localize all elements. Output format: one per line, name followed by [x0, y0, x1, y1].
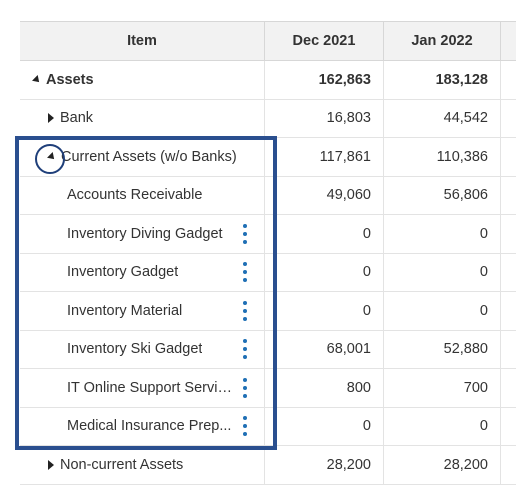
- value-dec-2021: 162,863: [265, 61, 384, 99]
- row-label-cell: Accounts Receivable: [20, 176, 265, 214]
- row-spacer: [501, 408, 516, 446]
- value-jan-2022: 56,806: [384, 176, 501, 214]
- value-jan-2022: 0: [384, 253, 501, 291]
- value-dec-2021: 28,200: [265, 446, 384, 484]
- row-label: Inventory Gadget: [67, 264, 179, 281]
- value-jan-2022: 110,386: [384, 138, 501, 176]
- value-jan-2022: 28,200: [384, 446, 501, 484]
- row-label: Bank: [60, 110, 94, 127]
- value-jan-2022: 0: [384, 292, 501, 330]
- row-label: Inventory Material: [67, 302, 183, 319]
- row-label-cell: Current Assets (w/o Banks): [20, 138, 265, 176]
- triangle-down-icon[interactable]: [32, 74, 42, 85]
- row-spacer: [501, 369, 516, 407]
- table-row-inventory-ski-gadget: Inventory Ski Gadget 68,001 52,880: [20, 330, 516, 369]
- table-row-accounts-receivable: Accounts Receivable 49,060 56,806: [20, 176, 516, 215]
- row-label: Inventory Ski Gadget: [67, 341, 203, 358]
- row-label: Medical Insurance Prep...: [67, 418, 232, 435]
- table-row-non-current-assets: Non-current Assets 28,200 28,200: [20, 446, 516, 485]
- column-header-item[interactable]: Item: [20, 22, 265, 60]
- value-jan-2022: 44,542: [384, 99, 501, 137]
- value-jan-2022: 700: [384, 369, 501, 407]
- table-row-medical-insurance: Medical Insurance Prep... 0 0: [20, 407, 516, 446]
- row-label-cell: Assets: [20, 61, 265, 99]
- column-header-next: [501, 22, 516, 60]
- table-row-current-assets: Current Assets (w/o Banks) 117,861 110,3…: [20, 138, 516, 177]
- row-label: Current Assets (w/o Banks): [61, 148, 237, 165]
- value-jan-2022: 0: [384, 407, 501, 445]
- row-spacer: [501, 177, 516, 215]
- row-label-cell: Inventory Gadget: [20, 253, 265, 291]
- financial-report-table: Item Dec 2021 Jan 2022 Assets 162,863 18…: [20, 21, 516, 485]
- table-header: Item Dec 2021 Jan 2022: [20, 21, 516, 61]
- row-spacer: [501, 215, 516, 253]
- value-dec-2021: 0: [265, 253, 384, 291]
- value-jan-2022: 0: [384, 215, 501, 253]
- value-dec-2021: 0: [265, 215, 384, 253]
- row-spacer: [501, 446, 516, 484]
- row-label-cell: Inventory Diving Gadget: [20, 215, 265, 253]
- row-label-cell: Non-current Assets: [20, 446, 265, 484]
- row-spacer: [501, 61, 516, 99]
- row-label-cell: Inventory Material: [20, 292, 265, 330]
- more-vertical-icon[interactable]: [240, 339, 250, 360]
- more-vertical-icon[interactable]: [240, 223, 250, 244]
- value-jan-2022: 183,128: [384, 61, 501, 99]
- triangle-right-icon[interactable]: [48, 459, 54, 470]
- row-label-cell: Inventory Ski Gadget: [20, 330, 265, 368]
- table-row-it-online-support: IT Online Support Servic... 800 700: [20, 369, 516, 408]
- row-spacer: [501, 254, 516, 292]
- row-label-cell: Bank: [20, 99, 265, 137]
- row-spacer: [501, 331, 516, 369]
- value-dec-2021: 117,861: [265, 138, 384, 176]
- row-label: Accounts Receivable: [67, 187, 203, 204]
- value-dec-2021: 16,803: [265, 99, 384, 137]
- value-dec-2021: 800: [265, 369, 384, 407]
- more-vertical-icon[interactable]: [240, 377, 250, 398]
- table-row-assets: Assets 162,863 183,128: [20, 61, 516, 100]
- value-dec-2021: 68,001: [265, 330, 384, 368]
- more-vertical-icon[interactable]: [240, 416, 250, 437]
- table-row-inventory-diving-gadget: Inventory Diving Gadget 0 0: [20, 215, 516, 254]
- more-vertical-icon[interactable]: [240, 262, 250, 283]
- row-label: Assets: [46, 71, 94, 88]
- row-label-cell: Medical Insurance Prep...: [20, 407, 265, 445]
- row-label: Inventory Diving Gadget: [67, 225, 223, 242]
- triangle-right-icon[interactable]: [48, 113, 54, 124]
- table-row-inventory-gadget: Inventory Gadget 0 0: [20, 253, 516, 292]
- column-header-jan-2022[interactable]: Jan 2022: [384, 22, 501, 60]
- value-dec-2021: 0: [265, 407, 384, 445]
- value-jan-2022: 52,880: [384, 330, 501, 368]
- value-dec-2021: 49,060: [265, 176, 384, 214]
- row-spacer: [501, 100, 516, 138]
- row-spacer: [501, 138, 516, 176]
- row-label: IT Online Support Servic...: [67, 379, 235, 396]
- row-label: Non-current Assets: [60, 456, 184, 473]
- more-vertical-icon[interactable]: [240, 300, 250, 321]
- column-header-dec-2021[interactable]: Dec 2021: [265, 22, 384, 60]
- table-row-inventory-material: Inventory Material 0 0: [20, 292, 516, 331]
- triangle-down-icon[interactable]: [47, 151, 57, 162]
- row-label-cell: IT Online Support Servic...: [20, 369, 265, 407]
- row-spacer: [501, 292, 516, 330]
- table-row-bank: Bank 16,803 44,542: [20, 99, 516, 138]
- value-dec-2021: 0: [265, 292, 384, 330]
